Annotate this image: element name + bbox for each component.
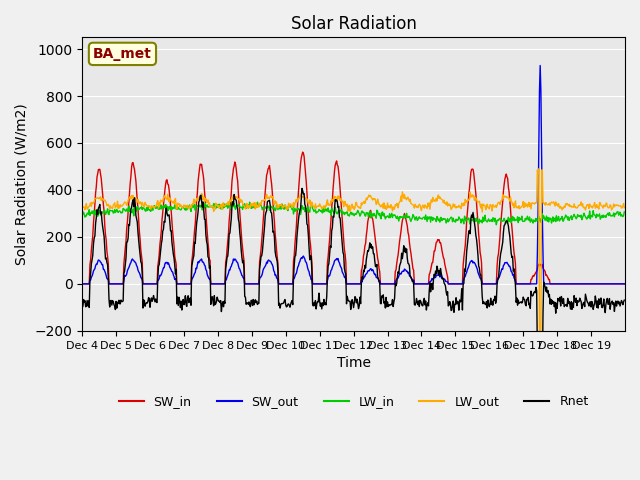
X-axis label: Time: Time (337, 356, 371, 370)
Title: Solar Radiation: Solar Radiation (291, 15, 417, 33)
Y-axis label: Solar Radiation (W/m2): Solar Radiation (W/m2) (15, 103, 29, 265)
Text: BA_met: BA_met (93, 47, 152, 61)
Legend: SW_in, SW_out, LW_in, LW_out, Rnet: SW_in, SW_out, LW_in, LW_out, Rnet (113, 390, 593, 413)
